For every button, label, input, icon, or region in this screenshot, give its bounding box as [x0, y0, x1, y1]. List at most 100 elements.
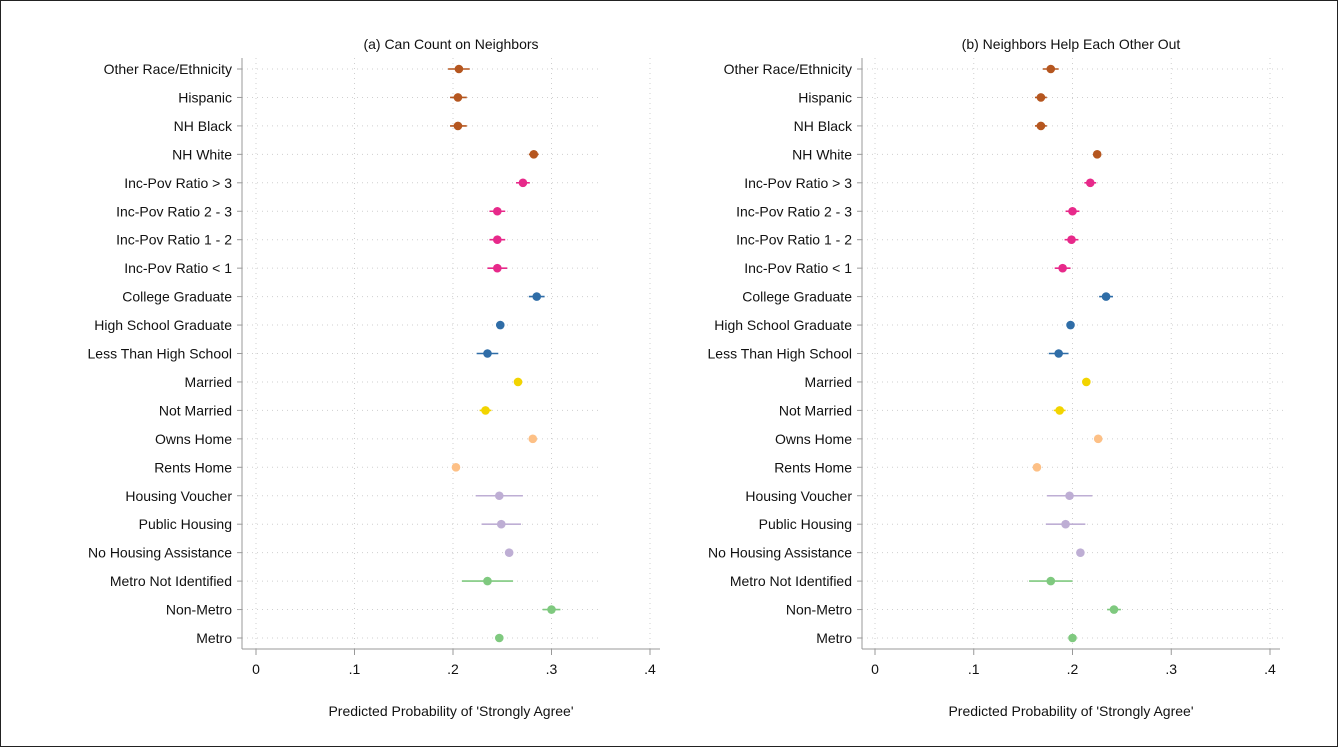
panel-b-point-owns-home — [1093, 434, 1103, 444]
panel-b-category-label-inc-pov-ratio-1-2: Inc-Pov Ratio 1 - 2 — [736, 232, 852, 248]
panel-b-category-label-other-race-ethnicity: Other Race/Ethnicity — [724, 61, 852, 77]
panel-a-point-non-metro — [547, 605, 556, 614]
panel-b-point-public-housing — [1061, 519, 1070, 529]
panel-a-category-label-inc-pov-ratio-2-3: Inc-Pov Ratio 2 - 3 — [116, 203, 232, 219]
panel-b-point-nh-white — [1092, 150, 1102, 159]
panel-b-category-label-hispanic: Hispanic — [798, 89, 852, 105]
panel-a-xtick-label-3: .3 — [546, 661, 558, 677]
panel-b-category-label-less-than-high-school: Less Than High School — [708, 346, 853, 362]
panel-a-category-label-metro-not-identified: Metro Not Identified — [110, 573, 232, 589]
panel-b-point-less-than-high-school — [1054, 349, 1063, 358]
panel-a-xtick-label-0: 0 — [252, 661, 260, 677]
panel-a-point-college-graduate — [532, 292, 542, 301]
panel-a: (a) Can Count on Neighbors Predicted Pro… — [88, 36, 660, 719]
panel-a-point-owns-home — [528, 434, 538, 444]
panel-b-point-no-housing-assistance — [1076, 548, 1085, 557]
panel-b-x-axis-title: Predicted Probability of 'Strongly Agree… — [948, 703, 1193, 719]
panel-a-point-nh-white — [529, 150, 539, 159]
panel-b-x-ticks: 0 .1 .2 .3 .4 — [871, 649, 1276, 677]
panel-b-category-label-metro: Metro — [816, 630, 852, 646]
panel-a-category-label-owns-home: Owns Home — [155, 431, 232, 447]
panel-b-point-inc-pov-ratio-3 — [1085, 178, 1095, 188]
panel-b-point-metro-not-identified — [1046, 576, 1056, 586]
panel-b-point-nh-black — [1036, 121, 1046, 131]
panel-a-category-label-inc-pov-ratio-3: Inc-Pov Ratio > 3 — [124, 175, 232, 191]
panel-b-xtick-label-3: .3 — [1165, 661, 1177, 677]
panel-a-category-label-rents-home: Rents Home — [154, 459, 232, 475]
panel-a-category-label-other-race-ethnicity: Other Race/Ethnicity — [104, 61, 232, 77]
panel-b-category-label-nh-white: NH White — [792, 146, 852, 162]
panel-b-point-hispanic — [1036, 93, 1046, 102]
panel-a-y-ticks: Other Race/Ethnicity Hispanic NH Black NH W… — [88, 61, 242, 646]
panel-a-x-axis-title: Predicted Probability of 'Strongly Agree… — [328, 703, 573, 719]
panel-a-category-label-no-housing-assistance: No Housing Assistance — [88, 545, 232, 561]
panel-a-title: (a) Can Count on Neighbors — [363, 36, 538, 52]
panel-a-point-rents-home — [451, 463, 461, 472]
panel-a-point-hispanic — [453, 93, 463, 102]
panel-a-point-inc-pov-ratio-3 — [518, 178, 528, 188]
panel-a-x-ticks: 0 .1 .2 .3 .4 — [252, 649, 656, 677]
panel-a-point-nh-black — [453, 121, 463, 131]
panel-b-markers — [1029, 64, 1121, 643]
panel-a-category-label-housing-voucher: Housing Voucher — [125, 488, 232, 504]
panel-b-title: (b) Neighbors Help Each Other Out — [962, 36, 1181, 52]
panel-a-point-no-housing-assistance — [504, 548, 514, 557]
panel-b-category-label-inc-pov-ratio-2-3: Inc-Pov Ratio 2 - 3 — [736, 203, 852, 219]
panel-b: (b) Neighbors Help Each Other Out Predic… — [708, 36, 1285, 719]
panel-b-category-label-non-metro: Non-Metro — [786, 602, 852, 618]
panel-b-xtick-label-1: .1 — [968, 661, 980, 677]
panel-b-category-label-no-housing-assistance: No Housing Assistance — [708, 545, 852, 561]
panel-a-category-label-nh-black: NH Black — [174, 118, 233, 134]
panel-a-category-label-inc-pov-ratio-1-2: Inc-Pov Ratio 1 - 2 — [116, 232, 232, 248]
panel-a-point-inc-pov-ratio-1 — [493, 263, 502, 273]
panel-a-category-label-public-housing: Public Housing — [139, 516, 232, 532]
panel-a-point-inc-pov-ratio-2-3 — [493, 206, 502, 216]
panel-b-category-label-nh-black: NH Black — [794, 118, 853, 134]
panel-a-category-label-high-school-graduate: High School Graduate — [94, 317, 232, 333]
panel-b-category-label-public-housing: Public Housing — [759, 516, 852, 532]
panel-a-xtick-label-4: .4 — [644, 661, 656, 677]
panel-a-category-label-college-graduate: College Graduate — [122, 289, 232, 305]
panel-a-category-label-nh-white: NH White — [172, 146, 232, 162]
panel-b-category-label-high-school-graduate: High School Graduate — [714, 317, 852, 333]
panel-a-category-label-married: Married — [185, 374, 232, 390]
panel-b-category-label-housing-voucher: Housing Voucher — [745, 488, 852, 504]
panel-b-point-inc-pov-ratio-1 — [1058, 263, 1067, 273]
panel-b-point-rents-home — [1032, 463, 1042, 472]
panel-a-point-married — [513, 377, 523, 387]
panel-a-category-label-non-metro: Non-Metro — [166, 602, 232, 618]
panel-a-category-label-hispanic: Hispanic — [178, 89, 232, 105]
panel-b-point-college-graduate — [1101, 292, 1111, 301]
panel-b-point-not-married — [1055, 406, 1064, 415]
panel-a-point-public-housing — [496, 519, 506, 529]
panel-b-gridlines — [862, 58, 1285, 649]
panel-a-point-high-school-graduate — [495, 320, 505, 330]
panel-a-markers — [448, 64, 561, 643]
panel-a-point-metro-not-identified — [483, 576, 492, 586]
panel-a-gridlines — [242, 58, 651, 649]
panel-b-xtick-label-2: .2 — [1067, 661, 1079, 677]
panel-a-point-metro — [494, 633, 504, 643]
panel-b-xtick-label-4: .4 — [1264, 661, 1276, 677]
panel-b-category-label-inc-pov-ratio-1: Inc-Pov Ratio < 1 — [744, 260, 852, 276]
panel-a-xtick-label-2: .2 — [447, 661, 459, 677]
panel-b-point-metro — [1068, 633, 1077, 643]
panel-a-category-label-inc-pov-ratio-1: Inc-Pov Ratio < 1 — [124, 260, 232, 276]
panel-b-point-high-school-graduate — [1066, 320, 1075, 330]
panel-a-category-label-less-than-high-school: Less Than High School — [88, 346, 233, 362]
panel-b-category-label-inc-pov-ratio-3: Inc-Pov Ratio > 3 — [744, 175, 852, 191]
panel-b-category-label-college-graduate: College Graduate — [742, 289, 852, 305]
panel-b-point-inc-pov-ratio-2-3 — [1068, 206, 1077, 216]
panel-a-point-inc-pov-ratio-1-2 — [493, 235, 502, 244]
panel-b-category-label-not-married: Not Married — [779, 402, 852, 418]
panel-b-category-label-married: Married — [805, 374, 852, 390]
panel-b-point-other-race-ethnicity — [1046, 64, 1056, 74]
panel-a-xtick-label-1: .1 — [349, 661, 361, 677]
panel-b-y-ticks: Other Race/Ethnicity Hispanic NH Black NH W… — [708, 61, 862, 646]
panel-a-point-not-married — [481, 406, 490, 415]
panel-a-point-housing-voucher — [494, 491, 504, 501]
panel-b-point-housing-voucher — [1065, 491, 1074, 501]
panel-a-category-label-metro: Metro — [196, 630, 232, 646]
